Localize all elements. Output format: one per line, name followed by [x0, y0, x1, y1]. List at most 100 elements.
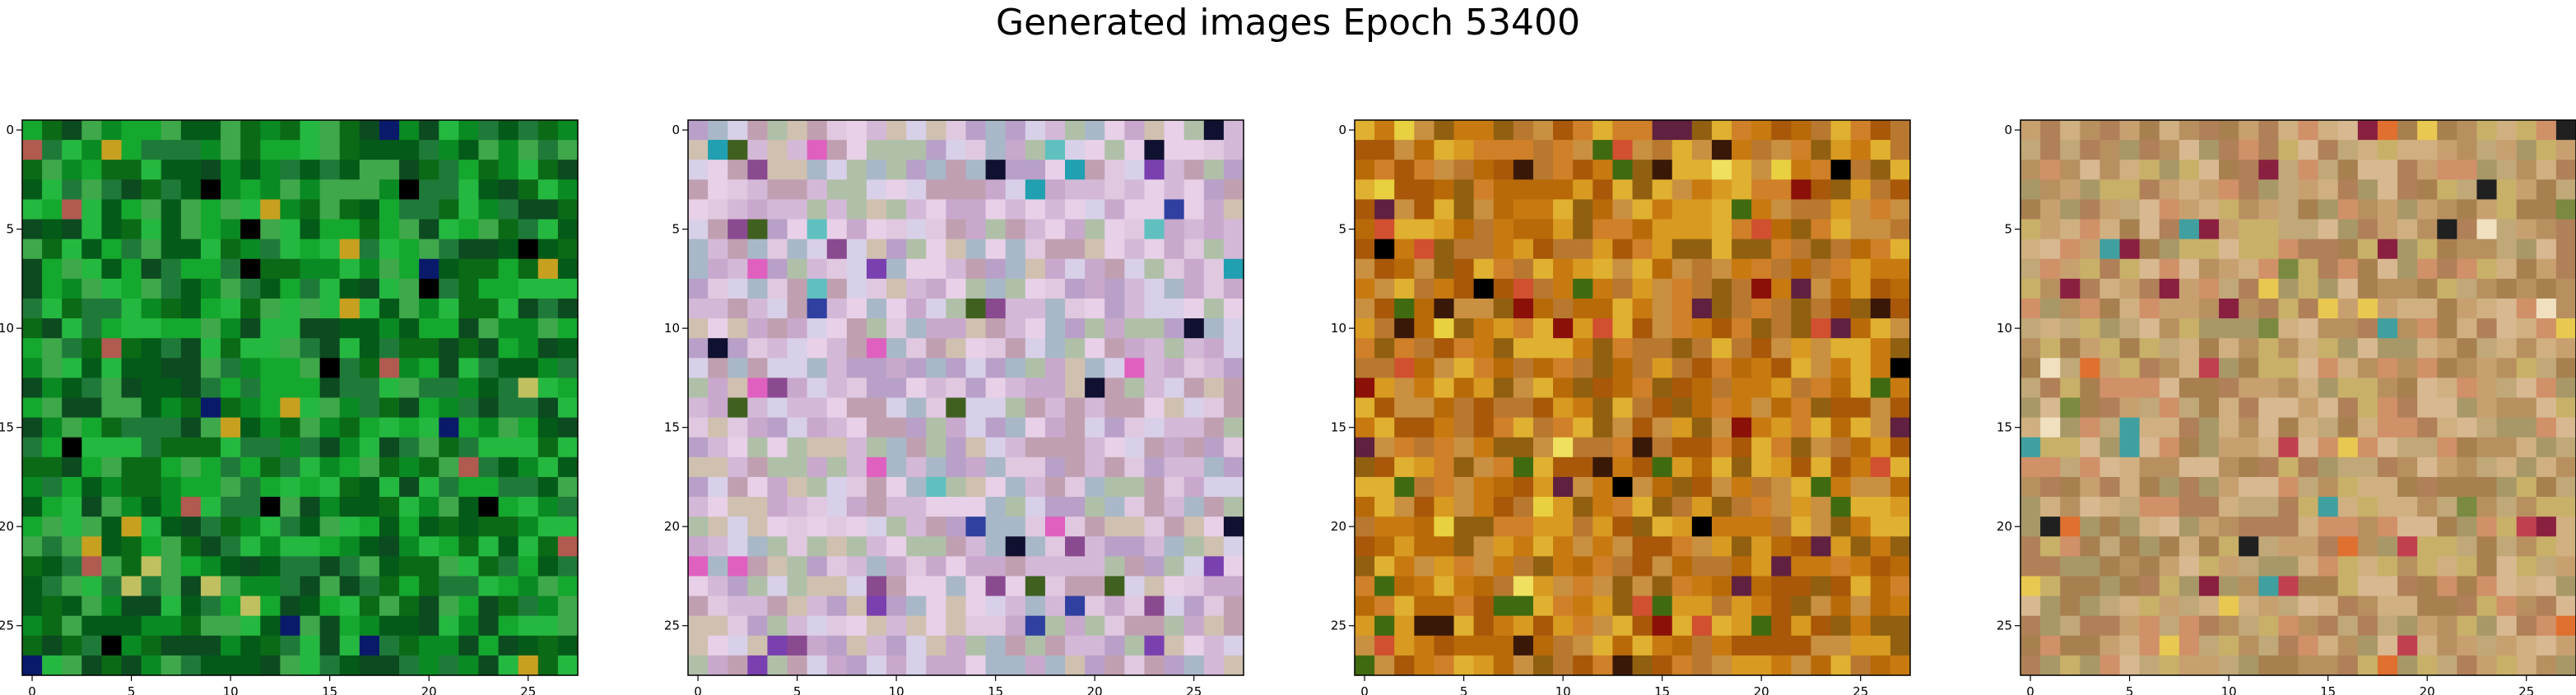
pixel-cell [2119, 655, 2141, 676]
pixel-cell [1593, 239, 1613, 260]
pixel-cell [1005, 517, 1026, 537]
pixel-cell [807, 278, 828, 299]
pixel-cell [1394, 378, 1415, 399]
pixel-cell [1434, 595, 1455, 617]
pixel-cell [458, 456, 480, 478]
pixel-cell [1532, 120, 1554, 141]
x-tick-label: 0 [2026, 684, 2034, 695]
y-tick-label: 0 [6, 123, 14, 137]
pixel-cell [2040, 179, 2061, 201]
pixel-cell [557, 140, 579, 160]
pixel-cell [1065, 120, 1086, 141]
pixel-cell [1672, 576, 1693, 597]
pixel-cell [2516, 338, 2537, 359]
pixel-cell [708, 258, 728, 280]
pixel-cell [498, 258, 519, 280]
pixel-cell [439, 576, 459, 597]
pixel-cell [946, 120, 967, 141]
pixel-cell [1612, 397, 1634, 419]
pixel-cell [2516, 199, 2537, 220]
pixel-cell [22, 199, 43, 220]
pixel-cell [688, 179, 709, 201]
pixel-cell [747, 417, 769, 438]
pixel-cell [2198, 258, 2220, 280]
pixel-cell [1223, 160, 1244, 180]
pixel-cell [200, 239, 221, 260]
pixel-cell [926, 318, 946, 339]
pixel-cell [2536, 358, 2557, 378]
pixel-cell [2278, 298, 2299, 319]
pixel-cell [1223, 338, 1244, 359]
pixel-cell [2060, 576, 2081, 597]
pixel-cell [160, 517, 182, 537]
pixel-cell [1183, 258, 1205, 280]
pixel-cell [1025, 476, 1046, 498]
y-tick-label: 20 [0, 519, 14, 534]
pixel-cell [1144, 655, 1165, 676]
pixel-cell [787, 258, 808, 280]
pixel-cell [1183, 476, 1205, 498]
pixel-cell [1025, 635, 1046, 656]
pixel-cell [537, 397, 559, 419]
pixel-cell [1732, 655, 1752, 676]
pixel-cell [1434, 258, 1455, 280]
pixel-cell [2139, 278, 2160, 299]
pixel-cell [906, 120, 927, 141]
pixel-cell [1771, 318, 1792, 339]
pixel-cell [2239, 497, 2259, 517]
pixel-cell [1830, 278, 1852, 299]
pixel-cell [319, 120, 341, 141]
pixel-cell [1830, 219, 1852, 240]
pixel-cell [1144, 536, 1165, 557]
pixel-cell [1830, 417, 1852, 438]
pixel-cell [2060, 258, 2081, 280]
pixel-cell [2437, 635, 2457, 656]
pixel-cell [260, 556, 281, 577]
pixel-cell [2178, 358, 2200, 378]
pixel-cell [1355, 536, 1375, 557]
pixel-cell [1044, 258, 1066, 280]
pixel-cell [1434, 318, 1455, 339]
pixel-cell [2555, 655, 2576, 676]
pixel-cell [985, 576, 1007, 597]
pixel-cell [1394, 476, 1415, 498]
pixel-cell [1751, 298, 1772, 319]
pixel-cell [787, 576, 808, 597]
pixel-cell [1473, 556, 1495, 577]
pixel-cell [1573, 456, 1593, 478]
pixel-cell [1691, 476, 1713, 498]
pixel-cell [846, 120, 867, 141]
pixel-cell [1434, 635, 1455, 656]
pixel-cell [2239, 536, 2259, 557]
pixel-cell [728, 476, 748, 498]
pixel-cell [399, 437, 420, 458]
pixel-cell [2377, 338, 2398, 359]
pixel-cell [1394, 655, 1415, 676]
pixel-cell [22, 338, 43, 359]
pixel-cell [1414, 239, 1435, 260]
pixel-cell [478, 338, 500, 359]
pixel-cell [2476, 378, 2498, 399]
pixel-cell [2080, 476, 2101, 498]
pixel-cell [886, 417, 907, 438]
pixel-cell [2457, 358, 2478, 378]
pixel-cell [2040, 239, 2061, 260]
pixel-cell [399, 338, 420, 359]
pixel-cell [518, 595, 539, 617]
pixel-cell [2536, 338, 2557, 359]
pixel-cell [300, 635, 321, 656]
pixel-cell [2278, 517, 2299, 537]
pixel-cell [1453, 576, 1475, 597]
pixel-cell [886, 298, 907, 319]
pixel-cell [537, 358, 559, 378]
pixel-cell [946, 417, 967, 438]
pixel-cell [2476, 635, 2498, 656]
pixel-cell [1652, 595, 1673, 617]
pixel-cell [1493, 635, 1514, 656]
pixel-cell [1691, 219, 1713, 240]
pixel-cell [2278, 397, 2299, 419]
pixel-cell [926, 635, 946, 656]
pixel-cell [2496, 278, 2518, 299]
pixel-cell [339, 397, 360, 419]
pixel-cell [1890, 635, 1911, 656]
